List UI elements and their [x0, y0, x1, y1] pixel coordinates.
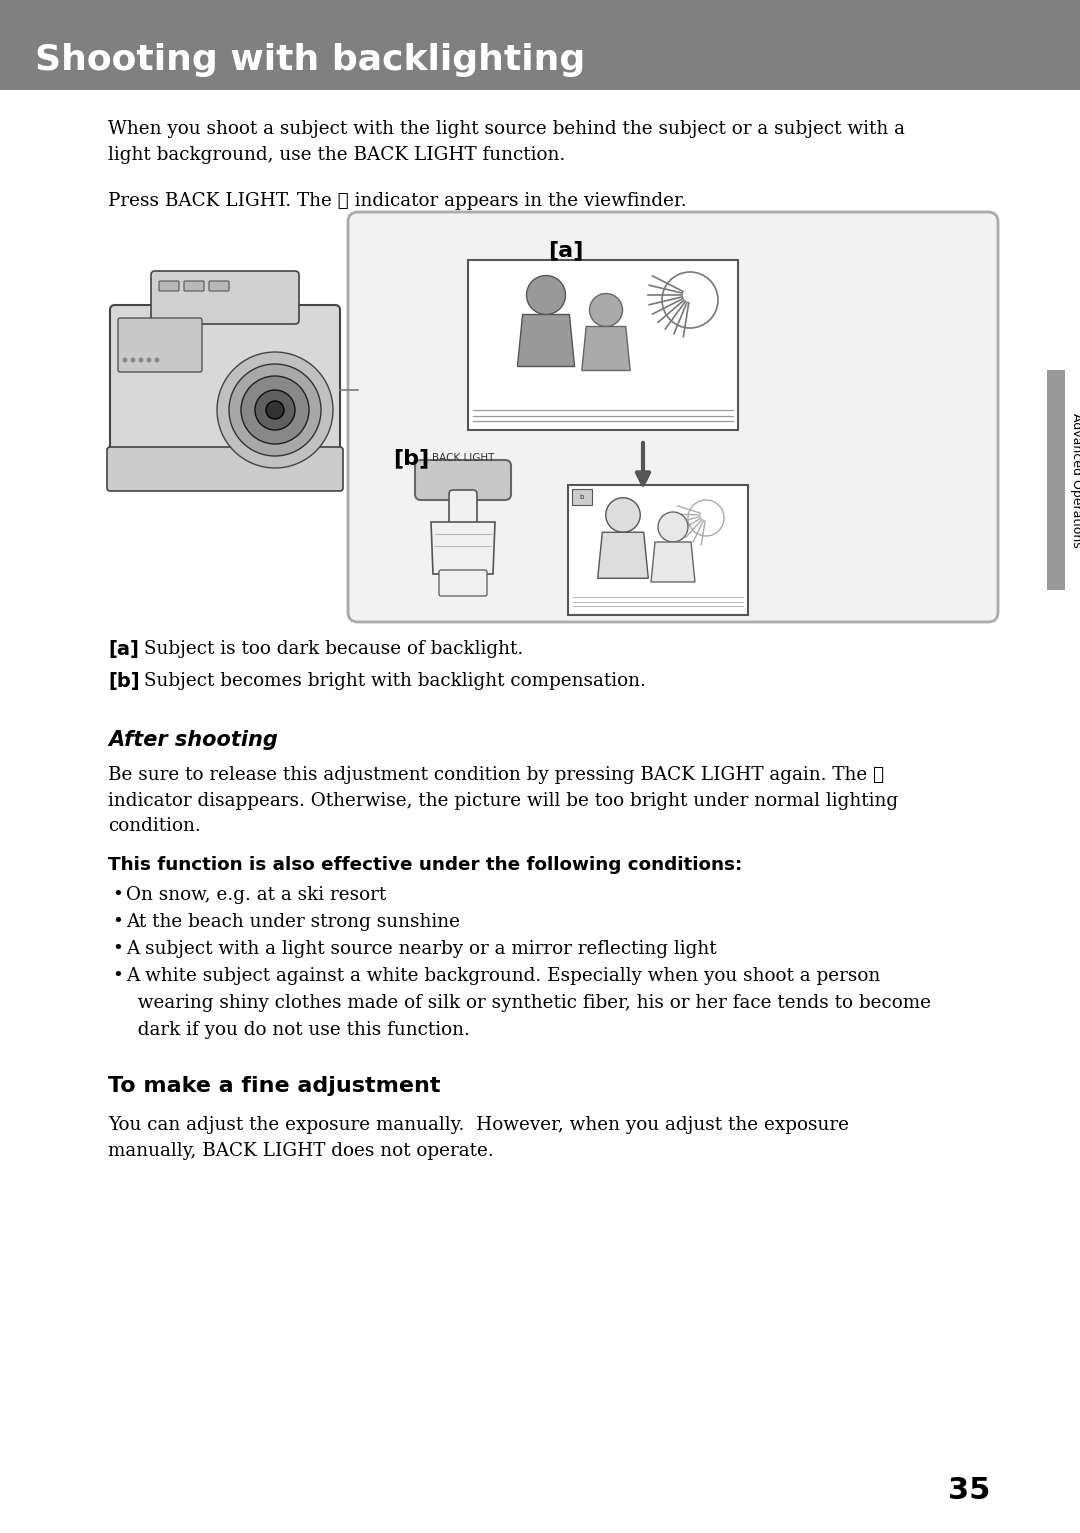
Text: •: • [112, 914, 123, 931]
Text: At the beach under strong sunshine: At the beach under strong sunshine [126, 914, 460, 931]
FancyBboxPatch shape [449, 491, 477, 526]
FancyBboxPatch shape [107, 448, 343, 491]
Text: •: • [112, 886, 123, 904]
Text: Subject becomes bright with backlight compensation.: Subject becomes bright with backlight co… [144, 671, 646, 690]
Text: 35: 35 [947, 1476, 990, 1505]
Text: You can adjust the exposure manually.  However, when you adjust the exposure
man: You can adjust the exposure manually. Ho… [108, 1116, 849, 1159]
FancyBboxPatch shape [415, 460, 511, 500]
Text: b: b [580, 494, 584, 500]
FancyBboxPatch shape [468, 261, 738, 429]
Circle shape [658, 512, 688, 543]
FancyBboxPatch shape [110, 305, 340, 484]
Text: [b]: [b] [393, 448, 429, 468]
FancyBboxPatch shape [0, 0, 1080, 90]
Polygon shape [431, 523, 495, 573]
FancyBboxPatch shape [118, 317, 202, 373]
Circle shape [229, 363, 321, 455]
Text: •: • [112, 940, 123, 958]
Circle shape [131, 357, 135, 362]
Circle shape [255, 389, 295, 429]
FancyBboxPatch shape [1047, 369, 1065, 590]
Text: A white subject against a white background. Especially when you shoot a person: A white subject against a white backgrou… [126, 967, 880, 986]
Text: wearing shiny clothes made of silk or synthetic fiber, his or her face tends to : wearing shiny clothes made of silk or sy… [126, 993, 931, 1012]
Circle shape [266, 402, 284, 419]
FancyBboxPatch shape [572, 489, 592, 504]
Text: Subject is too dark because of backlight.: Subject is too dark because of backlight… [144, 639, 523, 658]
Text: BACK LIGHT: BACK LIGHT [432, 452, 495, 463]
Text: When you shoot a subject with the light source behind the subject or a subject w: When you shoot a subject with the light … [108, 120, 905, 164]
Text: Press BACK LIGHT. The ⦗ indicator appears in the viewfinder.: Press BACK LIGHT. The ⦗ indicator appear… [108, 192, 687, 210]
Text: dark if you do not use this function.: dark if you do not use this function. [126, 1021, 470, 1039]
Circle shape [147, 357, 151, 362]
Polygon shape [651, 543, 696, 583]
Circle shape [590, 293, 622, 327]
Text: [a]: [a] [548, 241, 583, 261]
Circle shape [217, 353, 333, 468]
Circle shape [138, 357, 144, 362]
Text: [b]: [b] [108, 671, 139, 691]
Circle shape [154, 357, 160, 362]
FancyBboxPatch shape [438, 570, 487, 596]
Circle shape [241, 376, 309, 445]
Polygon shape [597, 532, 648, 578]
FancyBboxPatch shape [159, 281, 179, 291]
Text: Be sure to release this adjustment condition by pressing BACK LIGHT again. The ⦗: Be sure to release this adjustment condi… [108, 766, 899, 835]
Circle shape [527, 276, 566, 314]
Text: After shooting: After shooting [108, 730, 278, 750]
FancyBboxPatch shape [151, 271, 299, 323]
Circle shape [606, 498, 640, 532]
Text: This function is also effective under the following conditions:: This function is also effective under th… [108, 855, 742, 874]
FancyBboxPatch shape [348, 212, 998, 622]
Polygon shape [517, 314, 575, 366]
Polygon shape [582, 327, 631, 371]
Text: To make a fine adjustment: To make a fine adjustment [108, 1076, 441, 1096]
Text: •: • [112, 967, 123, 986]
FancyBboxPatch shape [210, 281, 229, 291]
Text: [a]: [a] [108, 639, 139, 659]
Circle shape [122, 357, 127, 362]
Text: A subject with a light source nearby or a mirror reflecting light: A subject with a light source nearby or … [126, 940, 717, 958]
FancyBboxPatch shape [568, 484, 748, 615]
FancyBboxPatch shape [184, 281, 204, 291]
Text: On snow, e.g. at a ski resort: On snow, e.g. at a ski resort [126, 886, 387, 904]
Text: Advanced Operations: Advanced Operations [1070, 412, 1080, 547]
Text: Shooting with backlighting: Shooting with backlighting [35, 43, 585, 77]
